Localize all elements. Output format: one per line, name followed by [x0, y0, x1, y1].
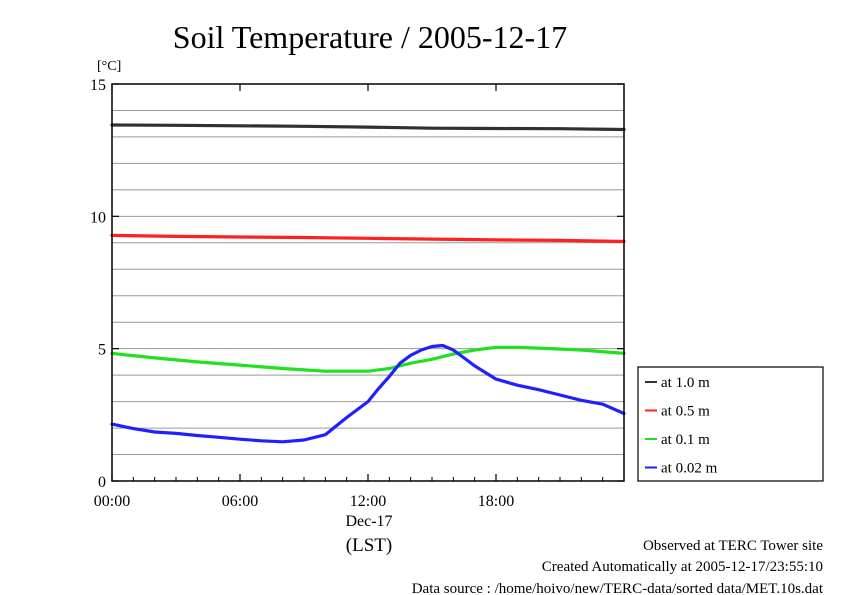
y-tick-label-2: 10	[90, 209, 106, 226]
y-tick-label-3: 15	[90, 77, 106, 94]
x-axis-label: (LST)	[346, 535, 392, 556]
legend-label-at-0-02-m: at 0.02 m	[661, 461, 718, 477]
y-axis-unit: [°C]	[97, 59, 121, 74]
x-date-label: Dec-17	[345, 513, 392, 530]
x-tick-label-2: 12:00	[350, 493, 386, 510]
x-axis: 00:00 06:00 12:00 18:00	[94, 84, 604, 510]
gridlines	[112, 109, 624, 456]
series-line-at-1-0-m	[110, 123, 626, 132]
plot-frame	[111, 83, 625, 482]
footer-created: Created Automatically at 2005-12-17/23:5…	[542, 559, 823, 575]
series-lines	[110, 123, 626, 444]
legend-label-at-0-5-m: at 0.5 m	[661, 404, 710, 420]
series-line-at-0-1-m	[110, 345, 626, 373]
legend-label-at-1-0-m: at 1.0 m	[661, 375, 710, 391]
legend-label-at-0-1-m: at 0.1 m	[661, 432, 710, 448]
series-line-at-0-5-m	[110, 233, 626, 244]
legend-box	[637, 366, 824, 482]
y-tick-label-1: 5	[98, 342, 106, 359]
x-tick-label-1: 06:00	[222, 493, 258, 510]
y-tick-label-0: 0	[98, 474, 106, 491]
x-tick-label-0: 00:00	[94, 493, 130, 510]
chart-title: Soil Temperature / 2005-12-17	[173, 19, 567, 55]
footer-source: Data source : /home/hoivo/new/TERC-data/…	[412, 581, 824, 595]
y-axis: 0 5 10 15	[90, 77, 624, 491]
x-tick-label-3: 18:00	[478, 493, 514, 510]
series-line-at-0-02-m	[110, 343, 626, 444]
footer-site: Observed at TERC Tower site	[643, 538, 823, 554]
legend: at 1.0 m at 0.5 m at 0.1 m at 0.02 m	[637, 366, 824, 482]
